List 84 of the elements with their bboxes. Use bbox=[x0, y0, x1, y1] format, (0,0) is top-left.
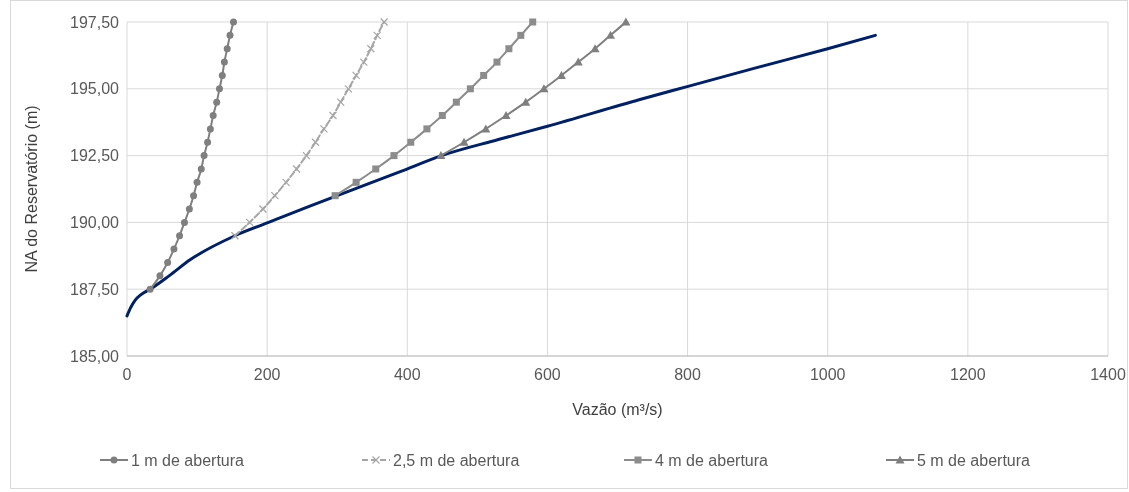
point bbox=[493, 58, 501, 66]
x-tick-label: 600 bbox=[534, 366, 561, 383]
x-tick-label: 1400 bbox=[1090, 366, 1126, 383]
point bbox=[466, 85, 474, 93]
x-axis-title: Vazão (m³/s) bbox=[572, 401, 663, 418]
point bbox=[223, 45, 231, 53]
y-tick-label: 190,00 bbox=[70, 214, 120, 231]
point bbox=[230, 231, 240, 240]
point bbox=[501, 111, 511, 120]
point bbox=[176, 232, 184, 240]
point bbox=[621, 17, 631, 26]
x-tick-label: 1000 bbox=[809, 366, 846, 383]
x-tick-label: 800 bbox=[674, 366, 702, 383]
legend-label: 5 m de abertura bbox=[917, 451, 1031, 469]
y-axis-title: NA do Reservatório (m) bbox=[23, 105, 40, 273]
point bbox=[344, 84, 353, 93]
x-tick-label: 200 bbox=[253, 366, 281, 383]
point bbox=[170, 245, 178, 253]
point bbox=[204, 138, 212, 146]
point bbox=[200, 152, 208, 160]
y-tick-label: 195,00 bbox=[70, 80, 120, 98]
point bbox=[197, 165, 205, 173]
y-tick-label: 192,50 bbox=[70, 147, 120, 165]
point bbox=[373, 31, 382, 40]
point bbox=[146, 285, 154, 293]
x-tick-label: 400 bbox=[393, 366, 421, 383]
point bbox=[452, 98, 460, 106]
point bbox=[359, 57, 368, 67]
point bbox=[529, 18, 537, 26]
point bbox=[438, 112, 446, 120]
y-tick-label: 197,50 bbox=[70, 13, 120, 31]
point bbox=[190, 192, 198, 200]
point bbox=[505, 45, 513, 53]
point bbox=[366, 44, 375, 53]
point bbox=[156, 272, 164, 280]
y-tick-label: 187,50 bbox=[70, 280, 120, 298]
point bbox=[336, 98, 345, 107]
point bbox=[209, 112, 217, 120]
point bbox=[372, 165, 380, 173]
point bbox=[220, 58, 228, 66]
point bbox=[436, 151, 446, 160]
point bbox=[281, 178, 291, 187]
point bbox=[226, 31, 234, 39]
point bbox=[270, 191, 279, 200]
point bbox=[311, 138, 320, 147]
point bbox=[213, 98, 221, 106]
y-tick-label: 185,00 bbox=[70, 347, 120, 365]
point bbox=[521, 97, 531, 106]
point bbox=[539, 84, 549, 93]
point bbox=[218, 71, 226, 79]
point bbox=[185, 205, 193, 213]
point bbox=[590, 44, 600, 53]
legend-label: 1 m de abertura bbox=[131, 451, 245, 469]
x-tick-label: 0 bbox=[122, 366, 132, 383]
point bbox=[352, 71, 361, 80]
point bbox=[328, 111, 338, 120]
point bbox=[319, 124, 328, 133]
point bbox=[352, 178, 360, 186]
point bbox=[517, 31, 525, 39]
point bbox=[292, 164, 301, 174]
point bbox=[605, 30, 615, 39]
point bbox=[556, 70, 566, 79]
legend-label: 2,5 m de abertura bbox=[393, 451, 520, 469]
point bbox=[193, 178, 201, 186]
point bbox=[180, 218, 188, 226]
point bbox=[302, 151, 311, 160]
point bbox=[423, 125, 431, 133]
point bbox=[258, 204, 268, 214]
point bbox=[215, 85, 223, 93]
point bbox=[390, 152, 398, 160]
point bbox=[164, 258, 172, 266]
point bbox=[380, 17, 389, 27]
point bbox=[331, 192, 339, 200]
line-series bbox=[125, 33, 877, 318]
point bbox=[481, 124, 491, 133]
point bbox=[573, 57, 583, 66]
point bbox=[245, 218, 254, 227]
point bbox=[206, 125, 214, 133]
point bbox=[230, 18, 238, 26]
point bbox=[407, 138, 415, 146]
x-tick-label: 1200 bbox=[950, 366, 986, 383]
point bbox=[480, 71, 488, 79]
legend-label: 4 m de abertura bbox=[655, 451, 769, 469]
point bbox=[459, 137, 469, 146]
